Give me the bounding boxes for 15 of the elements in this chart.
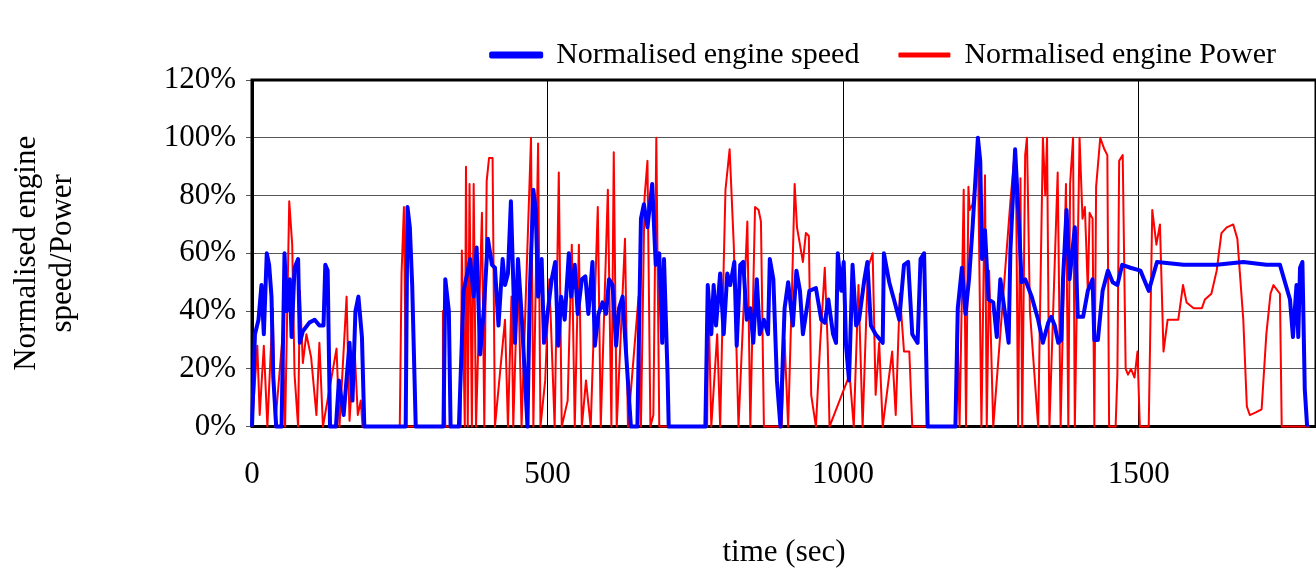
x-tick-label: 1500: [1107, 455, 1170, 491]
y-tick-label: 40%: [179, 291, 236, 327]
x-tick-label: 1000: [812, 455, 875, 491]
y-axis-title: Normalised engine speed/Power: [7, 135, 79, 371]
x-axis-title: time (sec): [722, 532, 846, 568]
y-tick-label: 80%: [179, 175, 236, 211]
y-tick-label: 100%: [163, 117, 236, 153]
x-tick-label: 500: [524, 455, 571, 491]
y-tick-label: 0%: [194, 406, 236, 442]
y-tick-label: 120%: [163, 60, 236, 96]
y-tick-label: 60%: [179, 233, 236, 269]
legend-label: Normalised engine Power: [964, 35, 1277, 69]
x-tick-label: 0: [244, 455, 260, 491]
y-tick-label: 20%: [179, 348, 236, 384]
legend-label: Normalised engine speed: [556, 35, 860, 69]
